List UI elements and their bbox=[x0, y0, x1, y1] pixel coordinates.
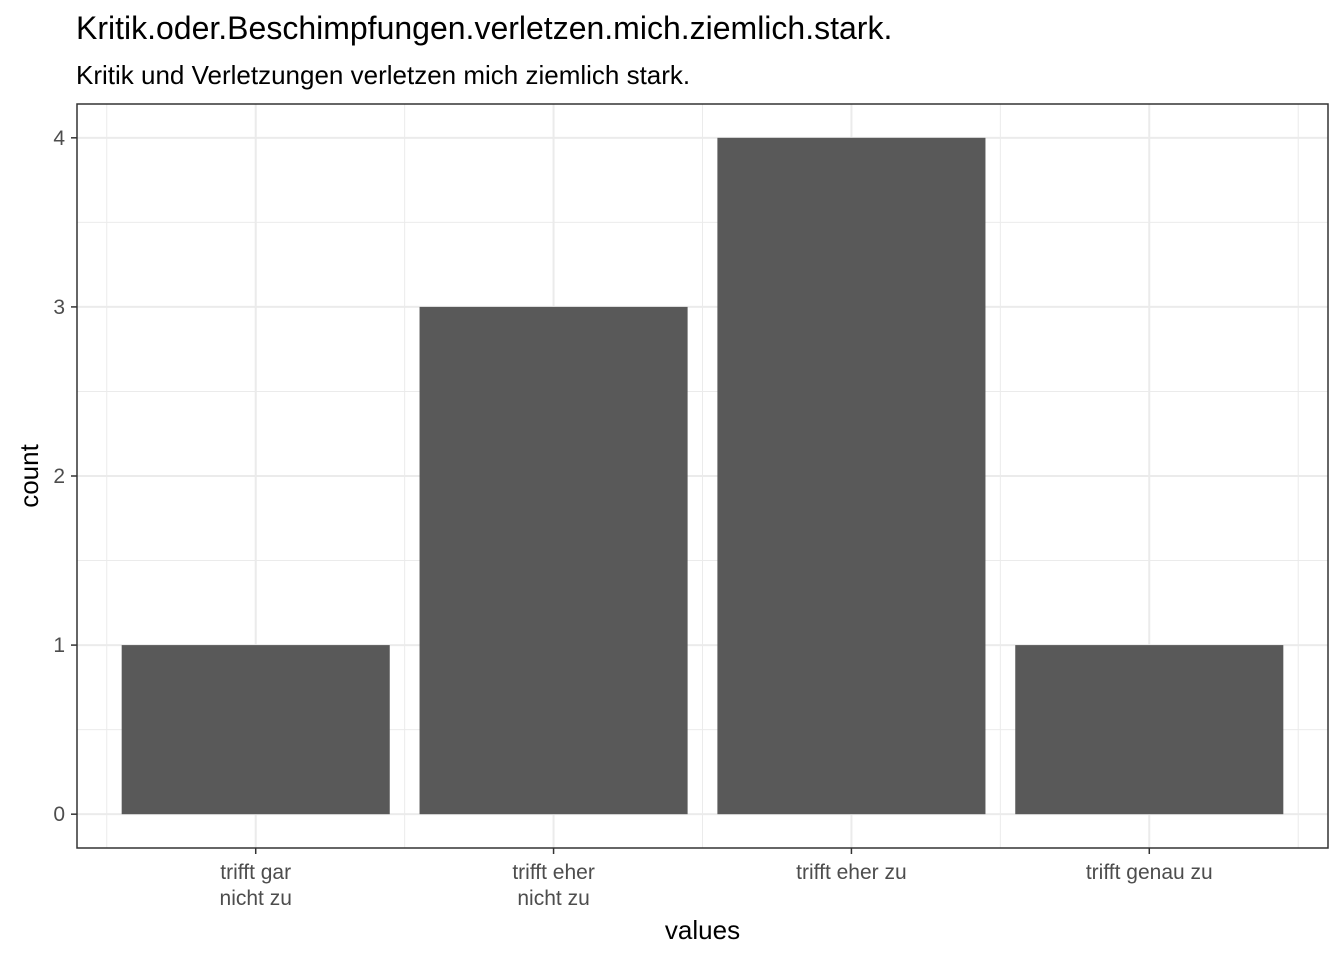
y-tick-label: 4 bbox=[53, 127, 65, 150]
bar bbox=[717, 137, 986, 815]
bar bbox=[419, 306, 688, 815]
bars bbox=[121, 137, 1284, 815]
chart-title: Kritik.oder.Beschimpfungen.verletzen.mic… bbox=[76, 10, 893, 46]
y-tick-label: 3 bbox=[53, 296, 65, 319]
x-axis: trifft gar nicht zu trifft eher nicht zu tri… bbox=[220, 848, 1213, 910]
bar bbox=[121, 645, 390, 815]
x-tick-label: trifft eher nicht zu bbox=[512, 861, 594, 910]
x-axis-title: values bbox=[665, 915, 740, 945]
bar bbox=[1015, 645, 1284, 815]
y-axis-title: count bbox=[14, 443, 44, 507]
x-tick-label: trifft gar nicht zu bbox=[220, 861, 292, 910]
y-tick-label: 0 bbox=[53, 803, 65, 826]
x-tick-label: trifft genau zu bbox=[1086, 861, 1213, 884]
y-axis: 0 1 2 3 4 bbox=[53, 127, 77, 826]
y-tick-label: 1 bbox=[53, 634, 65, 657]
chart-subtitle: Kritik und Verletzungen verletzen mich z… bbox=[76, 60, 691, 90]
y-tick-label: 2 bbox=[53, 465, 65, 488]
x-tick-label: trifft eher zu bbox=[796, 861, 907, 884]
